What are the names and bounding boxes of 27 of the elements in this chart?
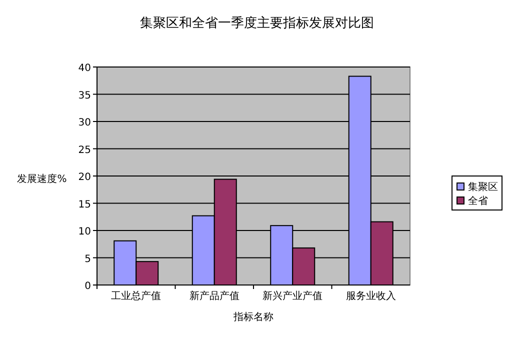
y-tick-label: 0 — [84, 281, 91, 292]
y-tick-label: 40 — [78, 63, 91, 74]
legend-label: 集聚区 — [468, 181, 498, 193]
y-axis-title: 发展速度% — [17, 173, 67, 185]
bar — [114, 240, 137, 286]
y-tick-label: 30 — [78, 118, 91, 128]
x-axis-title: 指标名称 — [232, 311, 274, 323]
x-tick-label: 新兴产业产值 — [262, 290, 323, 302]
x-tick-label: 工业总产值 — [111, 290, 162, 302]
y-tick-label: 35 — [78, 90, 91, 102]
bar — [348, 76, 372, 286]
y-tick-label: 10 — [78, 226, 91, 238]
x-tick-label: 新产品产值 — [189, 290, 240, 302]
bar — [292, 247, 316, 286]
bar — [370, 221, 394, 286]
bar — [214, 178, 237, 286]
y-tick-label: 25 — [78, 144, 91, 156]
plot: 0 5 10 15 20 25 30 35 40 工业总产值 新产品产值 新兴产业产值 服务业收入 — [78, 63, 410, 302]
bar — [136, 261, 159, 286]
bar — [192, 215, 215, 286]
y-tick-label: 5 — [84, 254, 91, 265]
legend-label: 全省 — [468, 195, 488, 207]
x-tick-label: 服务业收入 — [346, 290, 396, 302]
bar — [270, 225, 294, 286]
chart-title: 集聚区和全省一季度主要指标发展对比图 — [140, 15, 374, 31]
y-tick-label: 20 — [78, 172, 91, 183]
y-tick-label: 15 — [78, 199, 91, 210]
